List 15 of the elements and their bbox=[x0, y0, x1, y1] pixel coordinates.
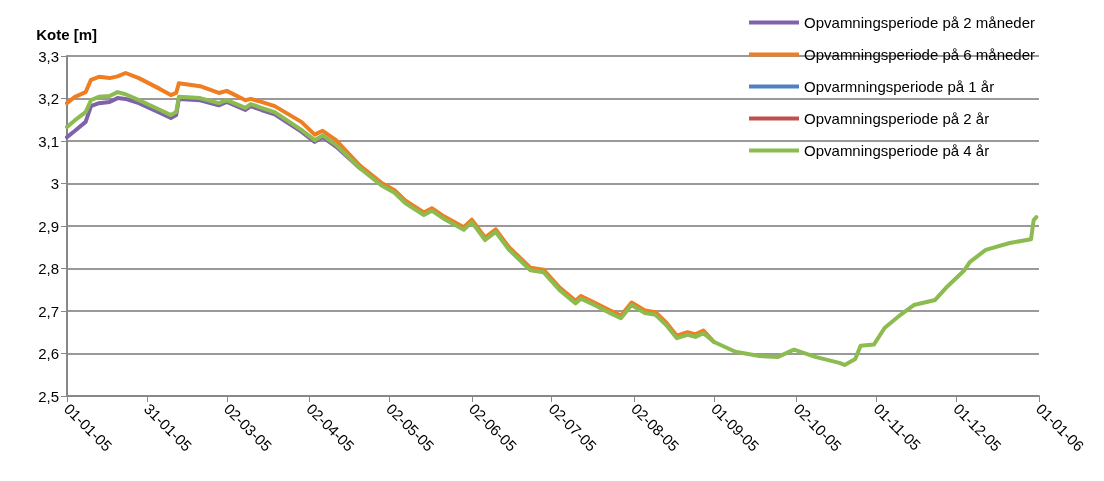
y-tick-label: 2,8 bbox=[38, 260, 59, 277]
y-tick-label: 2,6 bbox=[38, 345, 59, 362]
y-tick-label: 2,5 bbox=[38, 387, 59, 405]
legend-label: Opvamningsperiode på 4 år bbox=[804, 142, 990, 159]
y-tick-label: 3,2 bbox=[38, 90, 59, 107]
y-tick-label: 3 bbox=[50, 175, 59, 192]
legend-label: Opvamningsperiode på 2 måneder bbox=[804, 14, 1036, 31]
y-tick-label: 2,7 bbox=[38, 302, 59, 320]
y-axis-title: Kote [m] bbox=[36, 26, 97, 43]
y-tick-label: 2,9 bbox=[38, 217, 59, 235]
legend-label: Opvamningsperiode på 2 år bbox=[804, 110, 990, 127]
legend-label: Opvarmningsperiode på 1 år bbox=[804, 78, 995, 95]
y-tick-label: 3,1 bbox=[38, 132, 59, 150]
legend-label: Opvamningsperiode på 6 måneder bbox=[804, 46, 1036, 63]
y-tick-label: 3,3 bbox=[38, 47, 59, 65]
